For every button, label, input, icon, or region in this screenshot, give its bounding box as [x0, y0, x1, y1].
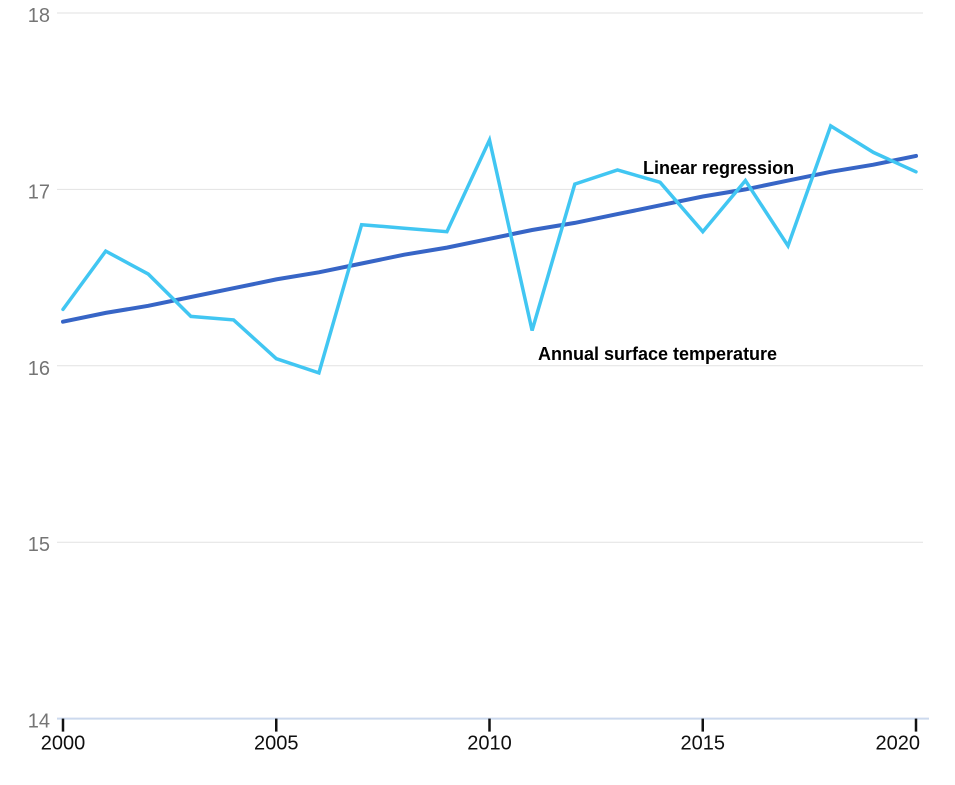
x-axis: 2000 2005 2010 2015 2020 [41, 717, 929, 755]
linear-regression-line [61, 153, 918, 324]
x-tick-label: 2015 [681, 733, 726, 755]
y-tick-label: 15 [28, 534, 50, 556]
y-tick-label: 17 [28, 181, 50, 203]
y-tick-label: 14 [28, 711, 50, 733]
series-lines [61, 123, 918, 376]
x-tick-label: 2005 [254, 733, 299, 755]
x-tick-label: 2020 [876, 733, 921, 755]
x-tick-label: 2010 [467, 733, 512, 755]
y-axis-labels: 14 15 16 17 18 [28, 5, 50, 733]
annual-surface-temperature-line [61, 123, 918, 376]
y-tick-label: 16 [28, 358, 50, 380]
y-tick-label: 18 [28, 5, 50, 27]
linear-regression-label: Linear regression [643, 158, 794, 178]
annual-surface-temperature-label: Annual surface temperature [538, 344, 777, 364]
x-tick-label: 2000 [41, 733, 86, 755]
gridlines [57, 12, 923, 543]
